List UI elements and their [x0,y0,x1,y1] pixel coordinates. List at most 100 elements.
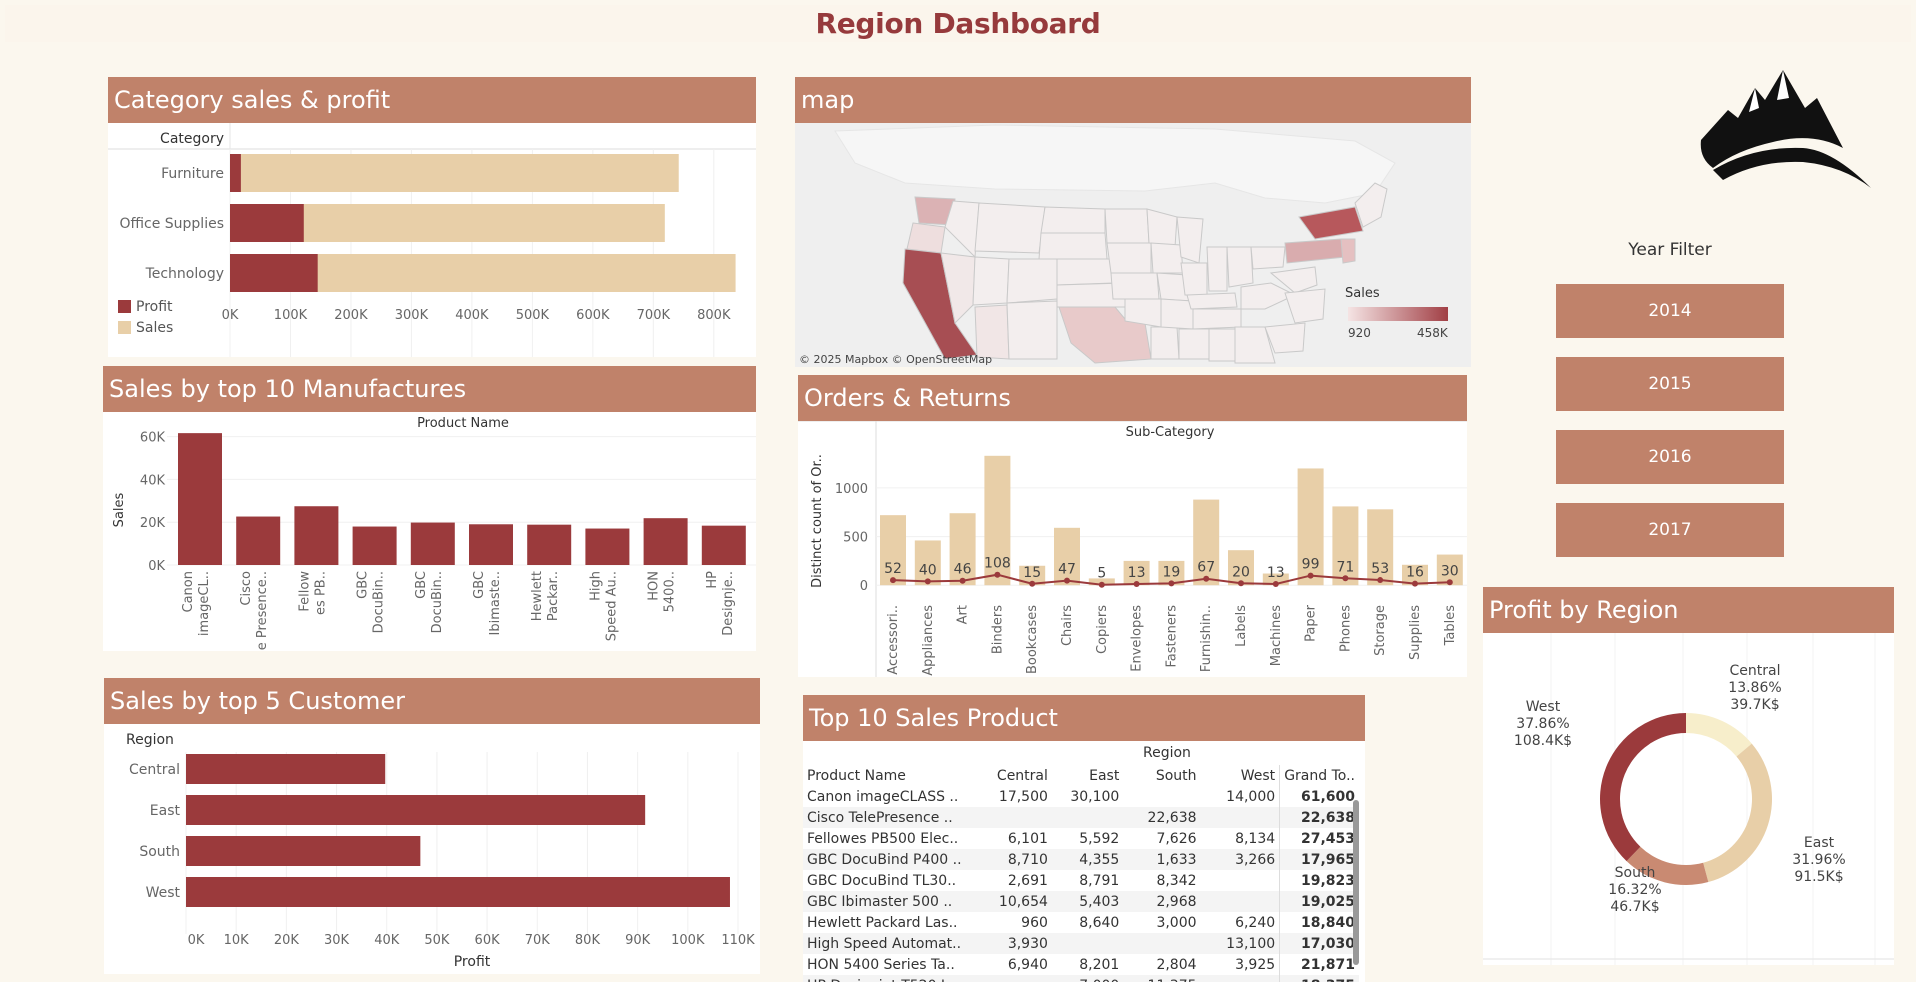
top10-scrollbar-thumb[interactable] [1353,800,1359,965]
value-cell: 7,626 [1156,830,1197,847]
manufacturer-bar[interactable] [294,506,339,565]
page-title: Region Dashboard [815,7,1101,40]
category-x-tick: 800K [697,308,731,323]
donut-slice-east[interactable] [1703,743,1772,883]
manufacturer-bar[interactable] [410,522,455,565]
orders-bar[interactable] [1402,564,1428,586]
manufacturers-panel: Sales by top 10 Manufactures Product Nam… [103,366,756,651]
returns-label: 13 [1128,565,1146,581]
returns-point[interactable] [1168,580,1175,587]
orders-bar[interactable] [1193,499,1220,586]
year-button-2015[interactable]: 2015 [1556,357,1784,411]
orders-x-label: Chairs [1060,605,1075,646]
returns-point[interactable] [1307,572,1314,579]
orders-bar[interactable] [1228,550,1254,586]
returns-point[interactable] [1238,580,1244,587]
manufacturer-bar[interactable] [236,516,281,565]
returns-point[interactable] [1446,579,1453,586]
customer-profit-bar[interactable] [186,754,386,784]
returns-point[interactable] [1133,580,1140,587]
returns-point[interactable] [1272,580,1279,587]
returns-point[interactable] [1377,577,1384,584]
donut-slice-west[interactable] [1600,713,1686,862]
col-west[interactable]: West [1240,767,1276,784]
category-profit-bar[interactable] [230,254,318,292]
donut-label-region: South [1615,865,1656,881]
manufacturer-bar[interactable] [643,518,688,565]
category-x-tick: 0K [222,308,239,323]
orders-bar[interactable] [949,513,976,586]
manufacturer-bar[interactable] [469,524,513,565]
col-central[interactable]: Central [996,767,1048,784]
returns-point[interactable] [1412,580,1418,587]
returns-point[interactable] [1064,577,1070,584]
orders-bar[interactable] [1054,527,1080,586]
col-east[interactable]: East [1089,767,1120,784]
value-cell: 8,134 [1235,830,1276,847]
table-row[interactable]: Canon imageCLASS .. 17,500 30,100 14,000 61,… [803,786,1359,807]
orders-y-tick: 0 [860,579,868,594]
table-row[interactable]: HON 5400 Series Ta.. 6,940 8,201 2,804 3,925… [803,954,1359,975]
orders-bar[interactable] [1332,506,1359,586]
table-row[interactable]: Cisco TelePresence .. 22,638 22,638 [803,807,1359,828]
customer-profit-bar[interactable] [186,795,646,825]
orders-bar[interactable] [914,540,941,586]
grand-total-cell: 18,840 [1279,912,1359,933]
top10-panel-title: Top 10 Sales Product [803,695,1365,741]
returns-point[interactable] [890,577,896,584]
year-button-2017[interactable]: 2017 [1556,503,1784,557]
table-row[interactable]: HP Designjet T520 I.. 7,00011,375 18,375 [803,975,1359,982]
returns-point[interactable] [1098,581,1105,588]
manufacturer-bar[interactable] [701,525,746,565]
top10-region-header: Region [1143,745,1191,761]
orders-bar[interactable] [1297,468,1324,586]
returns-point[interactable] [959,577,966,584]
customer-profit-bar[interactable] [186,836,421,866]
orders-bar[interactable] [1262,573,1289,586]
map-legend-title: Sales [1345,286,1380,301]
table-row[interactable]: GBC DocuBind P400 .. 8,710 4,355 1,633 3,266… [803,849,1359,870]
manufacturer-bar[interactable] [527,524,572,565]
returns-point[interactable] [994,571,1001,578]
table-row[interactable]: High Speed Automat.. 3,930 13,100 17,030 [803,933,1359,954]
value-cell: 2,691 [1007,872,1048,889]
col-grand-total[interactable]: Grand To.. [1279,765,1359,786]
customer-profit-bar[interactable] [186,877,730,907]
customers-x-tick: 0K [188,933,205,948]
manufacturer-x-label: Hewlett [530,571,545,621]
returns-point[interactable] [1029,580,1036,587]
category-axis-header: Category [160,131,224,147]
grand-total-cell: 21,871 [1279,954,1359,975]
manufacturer-bar[interactable] [352,526,397,565]
category-sales-bar[interactable] [230,154,679,192]
col-south[interactable]: South [1155,767,1197,784]
value-cell: 22,638 [1147,809,1197,826]
orders-bar[interactable] [880,515,906,586]
us-map[interactable]: © 2025 Mapbox © OpenStreetMap Sales 920 … [795,123,1471,367]
orders-bar[interactable] [1019,565,1046,586]
orders-x-label: Phones [1338,605,1353,652]
manufacturers-panel-title: Sales by top 10 Manufactures [103,366,756,412]
table-row[interactable]: Hewlett Packard Las.. 960 8,640 3,000 6,240 1… [803,912,1359,933]
donut-slice-south[interactable] [1626,846,1709,885]
table-row[interactable]: GBC DocuBind TL30.. 2,691 8,791 8,342 19,823 [803,870,1359,891]
returns-point[interactable] [1203,575,1210,582]
orders-bar[interactable] [1367,509,1394,586]
category-profit-bar[interactable] [230,154,241,192]
category-profit-bar[interactable] [230,204,304,242]
donut-slice-central[interactable] [1686,713,1752,757]
table-row[interactable]: Fellowes PB500 Elec.. 6,101 5,592 7,626 8,13… [803,828,1359,849]
returns-point[interactable] [1342,575,1349,582]
orders-bar[interactable] [984,455,1011,586]
manufacturer-bar[interactable] [585,528,630,565]
year-button-2016[interactable]: 2016 [1556,430,1784,484]
manufacturers-y-tick: 20K [140,516,166,531]
year-button-2014[interactable]: 2014 [1556,284,1784,338]
value-cell: 2,968 [1156,893,1197,910]
returns-point[interactable] [924,578,931,585]
col-product-name[interactable]: Product Name [807,767,906,784]
customers-chart: Region 0K 10K 20K 30K 40K 50K 60K 70K 80K 90K 100K 1… [126,732,755,970]
customers-x-label: Profit [454,954,491,970]
table-row[interactable]: GBC Ibimaster 500 .. 10,654 5,403 2,968 19,0… [803,891,1359,912]
manufacturer-bar[interactable] [178,433,222,565]
